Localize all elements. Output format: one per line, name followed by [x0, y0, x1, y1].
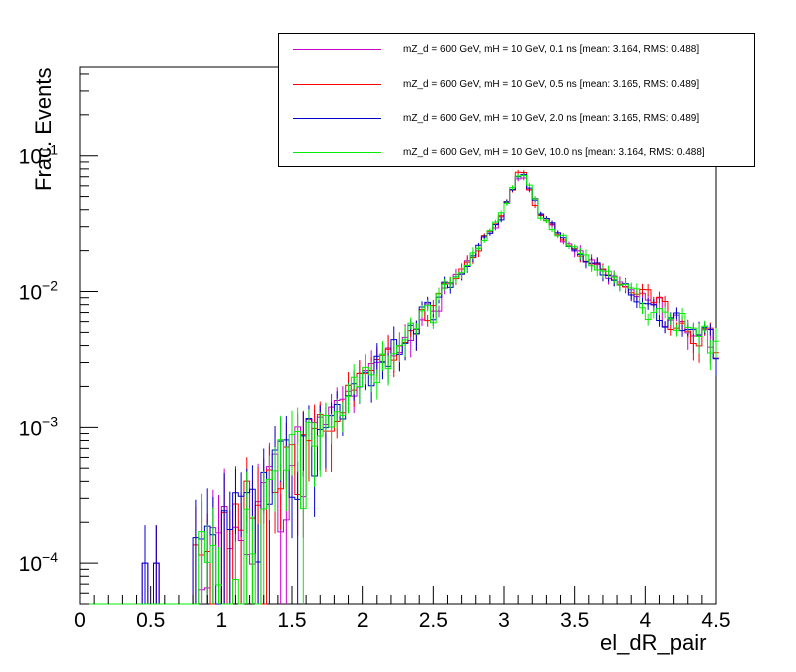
x-tick-label: 3	[498, 609, 510, 632]
legend-swatch	[293, 117, 381, 119]
x-tick-label: 2	[357, 609, 369, 632]
series-histogram	[80, 177, 719, 605]
legend-swatch	[293, 48, 381, 50]
x-tick-label: 4	[639, 609, 651, 632]
x-tick-label: 2.5	[419, 609, 448, 632]
series-layer	[80, 169, 719, 605]
y-tick-label: 10−1	[19, 142, 59, 169]
x-axis-label: el_dR_pair	[600, 630, 707, 655]
x-tick-label: 1.5	[277, 609, 306, 632]
legend: mZ_d = 600 GeV, mH = 10 GeV, 0.1 ns [mea…	[278, 33, 755, 167]
legend-entry: mZ_d = 600 GeV, mH = 10 GeV, 10.0 ns [me…	[293, 145, 705, 159]
legend-label: mZ_d = 600 GeV, mH = 10 GeV, 2.0 ns [mea…	[403, 112, 700, 124]
y-tick-label: 10−3	[19, 413, 59, 440]
legend-label: mZ_d = 600 GeV, mH = 10 GeV, 10.0 ns [me…	[403, 146, 705, 158]
legend-entry: mZ_d = 600 GeV, mH = 10 GeV, 0.5 ns [mea…	[293, 77, 699, 91]
y-tick-label: 10−2	[19, 278, 59, 305]
y-tick-label: 10−4	[19, 549, 59, 576]
series-histogram	[80, 173, 719, 605]
x-tick-label: 4.5	[701, 609, 730, 632]
series-histogram	[80, 174, 719, 605]
legend-label: mZ_d = 600 GeV, mH = 10 GeV, 0.5 ns [mea…	[403, 78, 700, 90]
x-tick-label: 0	[74, 609, 86, 632]
y-axis-label: Frac. Events	[31, 67, 56, 191]
legend-entry: mZ_d = 600 GeV, mH = 10 GeV, 2.0 ns [mea…	[293, 111, 699, 125]
series-histogram	[80, 171, 719, 605]
x-tick-label: 3.5	[560, 609, 589, 632]
legend-entry: mZ_d = 600 GeV, mH = 10 GeV, 0.1 ns [mea…	[293, 42, 699, 56]
legend-label: mZ_d = 600 GeV, mH = 10 GeV, 0.1 ns [mea…	[403, 43, 700, 55]
x-tick-label: 1	[215, 609, 227, 632]
legend-swatch	[293, 83, 381, 85]
x-tick-label: 0.5	[136, 609, 165, 632]
legend-swatch	[293, 151, 381, 153]
